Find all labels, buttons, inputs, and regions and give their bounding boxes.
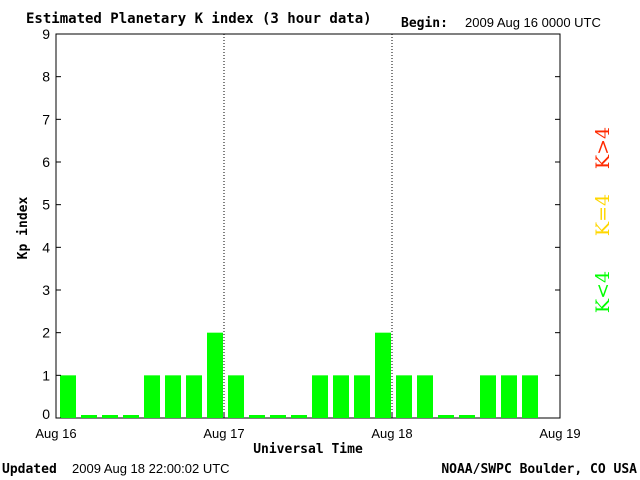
legend-k-equal-4: K=4 (592, 194, 614, 236)
chart-title: Estimated Planetary K index (3 hour data… (26, 11, 372, 27)
bar-series (60, 332, 538, 418)
kp-bar (186, 375, 202, 418)
kp-bar (207, 332, 223, 418)
kp-bar (123, 415, 139, 418)
kp-bar (270, 415, 286, 418)
x-tick-label: Aug 18 (371, 426, 412, 441)
kp-bar (417, 375, 433, 418)
y-tick-label: 0 (42, 406, 50, 422)
kp-bar (333, 375, 349, 418)
y-axis-label: Kp index (16, 197, 31, 260)
kp-bar (249, 415, 265, 418)
y-tick-label: 2 (42, 325, 50, 341)
day-divider-lines (223, 34, 393, 418)
begin-label: Begin: (401, 16, 448, 31)
kp-bar (438, 415, 454, 418)
kp-bar (291, 415, 307, 418)
y-tick-label: 3 (42, 282, 50, 298)
kp-bar (354, 375, 370, 418)
kp-bar (102, 415, 118, 418)
x-tick-label: Aug 16 (35, 426, 76, 441)
kp-bar (480, 375, 496, 418)
y-tick-label: 7 (42, 111, 50, 127)
kp-bar (228, 375, 244, 418)
y-tick-label: 6 (42, 154, 50, 170)
y-tick-label: 8 (42, 69, 50, 85)
kp-bar (396, 375, 412, 418)
source-credit: NOAA/SWPC Boulder, CO USA (441, 462, 637, 477)
legend-k-greater-4: K>4 (592, 127, 614, 169)
y-axis: 0 1 2 3 4 5 6 7 8 9 (42, 26, 560, 422)
kp-bar (459, 415, 475, 418)
kp-bar (144, 375, 160, 418)
x-axis: Aug 16 Aug 17 Aug 18 Aug 19 (35, 413, 581, 441)
legend-k-less-4: K<4 (592, 271, 614, 313)
kp-bar (522, 375, 538, 418)
kp-bar (501, 375, 517, 418)
plot-area (55, 33, 561, 419)
x-axis-label: Universal Time (253, 442, 363, 457)
updated-value: 2009 Aug 18 22:00:02 UTC (72, 461, 230, 476)
kp-bar (81, 415, 97, 418)
y-tick-label: 9 (42, 26, 50, 42)
updated-label: Updated (2, 462, 57, 477)
kp-bar (60, 375, 76, 418)
x-tick-label: Aug 19 (539, 426, 580, 441)
y-tick-label: 4 (42, 239, 50, 255)
y-tick-label: 5 (42, 197, 50, 213)
kp-bar (165, 375, 181, 418)
kp-bar (375, 332, 391, 418)
y-tick-label: 1 (42, 367, 50, 383)
x-tick-label: Aug 17 (203, 426, 244, 441)
kp-bar (312, 375, 328, 418)
begin-value: 2009 Aug 16 0000 UTC (465, 15, 601, 30)
